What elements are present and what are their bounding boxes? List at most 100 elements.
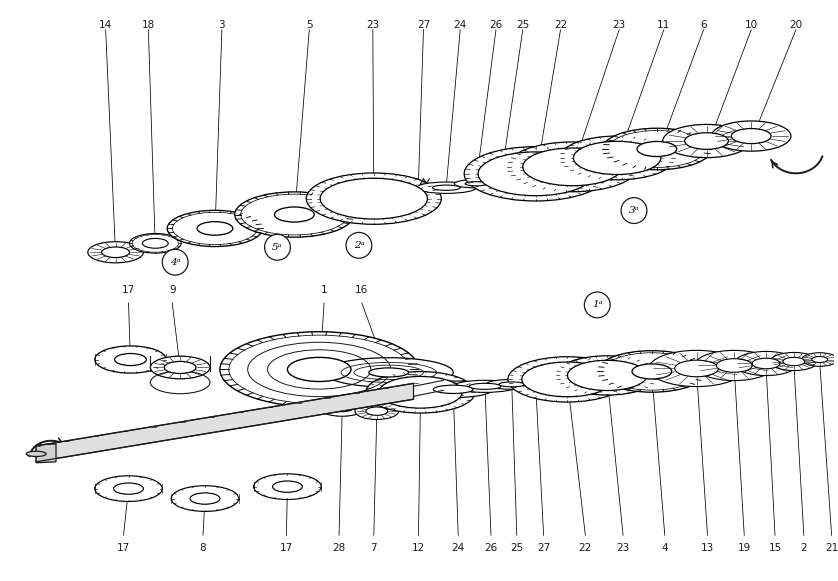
Ellipse shape <box>190 493 220 504</box>
Text: 22: 22 <box>579 543 592 553</box>
Ellipse shape <box>115 353 147 365</box>
Text: 13: 13 <box>701 543 714 553</box>
Text: 2ᵃ: 2ᵃ <box>354 241 365 250</box>
Ellipse shape <box>379 376 463 408</box>
Ellipse shape <box>597 351 706 392</box>
Ellipse shape <box>675 360 718 376</box>
Ellipse shape <box>142 238 168 248</box>
Ellipse shape <box>114 483 143 494</box>
Text: 24: 24 <box>453 20 467 30</box>
Ellipse shape <box>812 357 828 363</box>
Ellipse shape <box>287 357 351 382</box>
Ellipse shape <box>783 357 804 365</box>
Ellipse shape <box>95 346 166 373</box>
Ellipse shape <box>632 364 672 379</box>
Text: 28: 28 <box>333 543 345 553</box>
Ellipse shape <box>508 357 627 402</box>
Ellipse shape <box>464 146 608 201</box>
Ellipse shape <box>523 148 622 186</box>
Ellipse shape <box>355 403 399 419</box>
Ellipse shape <box>130 234 181 253</box>
Circle shape <box>265 234 291 260</box>
Text: 27: 27 <box>537 543 551 553</box>
Ellipse shape <box>507 142 638 192</box>
Text: 7: 7 <box>370 543 377 553</box>
Ellipse shape <box>235 192 354 237</box>
Ellipse shape <box>366 407 388 415</box>
Ellipse shape <box>95 476 163 501</box>
Ellipse shape <box>560 136 675 180</box>
Ellipse shape <box>514 378 557 386</box>
Text: 23: 23 <box>366 20 380 30</box>
Text: 17: 17 <box>117 543 130 553</box>
Ellipse shape <box>732 128 771 144</box>
Text: 24: 24 <box>452 543 465 553</box>
Ellipse shape <box>469 383 501 389</box>
Ellipse shape <box>493 180 509 182</box>
Ellipse shape <box>734 352 798 375</box>
Text: 23: 23 <box>613 20 626 30</box>
Ellipse shape <box>416 182 476 193</box>
Ellipse shape <box>318 398 366 416</box>
Ellipse shape <box>685 132 728 149</box>
Ellipse shape <box>432 185 460 191</box>
Ellipse shape <box>369 368 409 377</box>
Ellipse shape <box>567 360 647 390</box>
Ellipse shape <box>573 141 661 174</box>
Ellipse shape <box>320 178 427 219</box>
Text: 10: 10 <box>745 20 758 30</box>
Ellipse shape <box>556 356 659 395</box>
Ellipse shape <box>272 481 303 492</box>
Ellipse shape <box>453 381 517 392</box>
Ellipse shape <box>433 385 473 393</box>
Ellipse shape <box>663 124 750 157</box>
Ellipse shape <box>525 381 546 385</box>
Text: 1ᵃ: 1ᵃ <box>592 300 603 310</box>
Ellipse shape <box>499 382 525 387</box>
Text: 1: 1 <box>321 285 328 295</box>
Ellipse shape <box>197 221 233 235</box>
Text: 11: 11 <box>657 20 670 30</box>
Text: 5ᵃ: 5ᵃ <box>272 243 282 252</box>
Text: 4ᵃ: 4ᵃ <box>170 258 180 267</box>
Ellipse shape <box>454 180 498 188</box>
Ellipse shape <box>753 358 780 369</box>
Ellipse shape <box>802 353 838 366</box>
Ellipse shape <box>330 403 354 412</box>
Text: 26: 26 <box>484 543 498 553</box>
Text: 17: 17 <box>280 543 293 553</box>
Text: 26: 26 <box>489 20 503 30</box>
Text: 21: 21 <box>825 543 838 553</box>
Text: 25: 25 <box>516 20 530 30</box>
Ellipse shape <box>26 451 46 457</box>
Ellipse shape <box>171 486 239 511</box>
Ellipse shape <box>168 210 262 246</box>
Text: 22: 22 <box>554 20 567 30</box>
Text: 8: 8 <box>199 543 206 553</box>
Circle shape <box>346 232 372 258</box>
Ellipse shape <box>465 182 487 186</box>
Text: 18: 18 <box>142 20 155 30</box>
Ellipse shape <box>164 361 196 374</box>
Ellipse shape <box>478 152 593 196</box>
Text: 4: 4 <box>661 543 668 553</box>
Text: 12: 12 <box>411 543 425 553</box>
Ellipse shape <box>306 173 442 224</box>
Text: 5: 5 <box>306 20 313 30</box>
Text: 16: 16 <box>355 285 369 295</box>
Text: 17: 17 <box>122 285 135 295</box>
Ellipse shape <box>716 358 753 372</box>
Text: 3: 3 <box>219 20 225 30</box>
Polygon shape <box>36 383 413 462</box>
Ellipse shape <box>486 379 538 389</box>
Text: 14: 14 <box>99 20 112 30</box>
Ellipse shape <box>711 121 791 151</box>
Ellipse shape <box>522 362 613 397</box>
Ellipse shape <box>275 207 314 222</box>
Ellipse shape <box>220 332 418 407</box>
Ellipse shape <box>88 242 143 263</box>
Text: 27: 27 <box>416 20 430 30</box>
Ellipse shape <box>150 356 210 379</box>
Text: 15: 15 <box>768 543 782 553</box>
Ellipse shape <box>485 178 517 184</box>
